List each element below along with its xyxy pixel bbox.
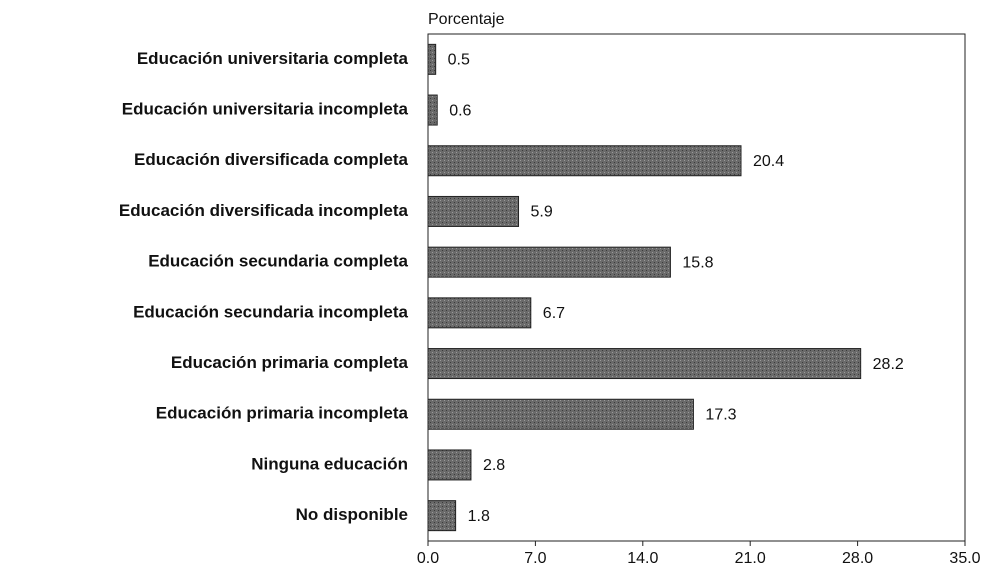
x-tick-label: 35.0 <box>949 550 980 567</box>
bar <box>427 43 437 75</box>
y-tick-label: No disponible <box>296 505 408 524</box>
bar <box>427 398 694 430</box>
y-tick-label: Educación primaria completa <box>171 353 409 372</box>
x-tick-label: 14.0 <box>627 550 658 567</box>
y-tick-label: Educación universitaria incompleta <box>122 100 409 119</box>
axis-label: Porcentaje <box>428 11 505 28</box>
bar <box>427 94 438 126</box>
bar <box>427 195 520 227</box>
bar <box>427 500 457 532</box>
x-tick-label: 7.0 <box>524 550 546 567</box>
value-label: 20.4 <box>753 153 784 170</box>
bar <box>427 348 862 380</box>
value-label: 0.5 <box>448 52 470 69</box>
bar <box>427 297 532 329</box>
value-label: 15.8 <box>682 254 713 271</box>
y-tick-label: Educación diversificada incompleta <box>119 201 409 220</box>
bar <box>427 449 472 481</box>
y-tick-label: Educación diversificada completa <box>134 150 409 169</box>
x-tick-label: 28.0 <box>842 550 873 567</box>
value-label: 0.6 <box>449 102 471 119</box>
x-tick-label: 21.0 <box>735 550 766 567</box>
bar <box>427 246 671 278</box>
plot-frame <box>427 33 966 542</box>
bar <box>427 145 742 177</box>
x-tick-label: 0.0 <box>417 550 439 567</box>
value-label: 28.2 <box>873 356 904 373</box>
value-label: 17.3 <box>705 406 736 423</box>
y-tick-label: Educación universitaria completa <box>137 49 409 68</box>
y-tick-label: Educación secundaria incompleta <box>133 302 408 321</box>
y-tick-label: Educación primaria incompleta <box>156 404 409 423</box>
y-tick-label: Educación secundaria completa <box>148 252 408 271</box>
value-label: 6.7 <box>543 305 565 322</box>
y-tick-label: Ninguna educación <box>251 454 408 473</box>
value-label: 1.8 <box>468 508 490 525</box>
value-label: 2.8 <box>483 457 505 474</box>
value-label: 5.9 <box>531 204 553 221</box>
